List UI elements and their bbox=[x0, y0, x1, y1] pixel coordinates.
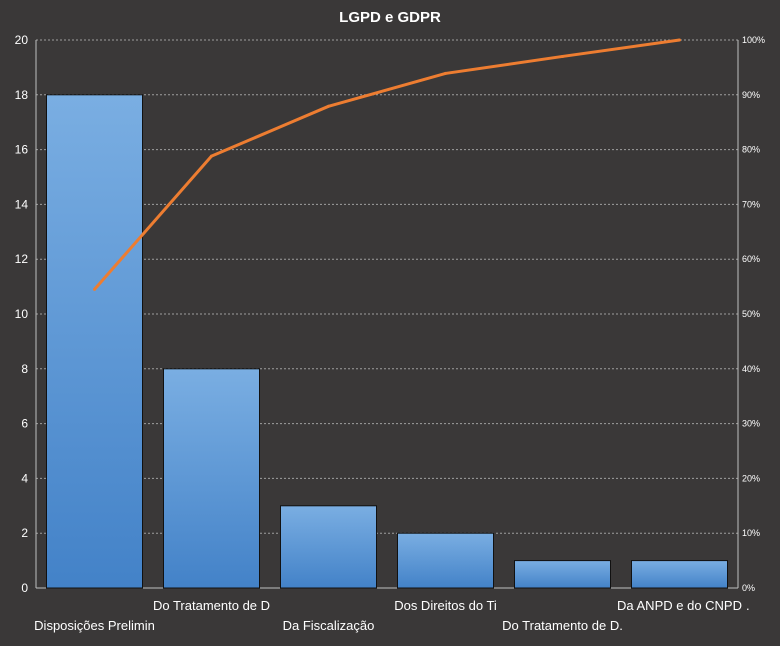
bar bbox=[514, 560, 611, 589]
y-tick-label: 10 bbox=[15, 307, 29, 321]
cumulative-point bbox=[678, 38, 681, 42]
y2-tick-label: 80% bbox=[742, 145, 760, 155]
y2-tick-label: 70% bbox=[742, 199, 760, 209]
y2-tick-label: 50% bbox=[742, 309, 760, 319]
y2-tick-label: 60% bbox=[742, 254, 760, 264]
y-tick-label: 8 bbox=[21, 362, 28, 376]
cumulative-point bbox=[210, 154, 213, 158]
x-tick-label: Do Tratamento de D. bbox=[502, 618, 623, 633]
y-tick-label: 4 bbox=[21, 471, 28, 485]
y-tick-label: 18 bbox=[15, 88, 29, 102]
x-tick-label: Disposições Prelimin bbox=[34, 618, 155, 633]
cumulative-line bbox=[93, 38, 680, 291]
y2-tick-label: 20% bbox=[742, 473, 760, 483]
x-tick-label: Dos Direitos do Ti bbox=[394, 598, 497, 613]
gridlines bbox=[36, 39, 738, 534]
y2-tick-label: 10% bbox=[742, 528, 760, 538]
chart-title: LGPD e GDPR bbox=[339, 9, 441, 26]
axes bbox=[35, 40, 739, 589]
x-tick-label: Da Fiscalização bbox=[283, 618, 375, 633]
x-tick-label: Da ANPD e do CNPD bbox=[617, 598, 742, 613]
y-tick-label: 12 bbox=[15, 252, 29, 266]
cumulative-point bbox=[327, 104, 330, 108]
cumulative-line-series bbox=[93, 38, 681, 291]
y-tick-label: 6 bbox=[21, 417, 28, 431]
x-tick-label: Do Tratamento de D bbox=[153, 598, 270, 613]
bar bbox=[46, 94, 143, 589]
y-tick-label: 0 bbox=[21, 581, 28, 595]
cumulative-point bbox=[93, 287, 96, 291]
x-trailing-mark: . bbox=[746, 598, 750, 613]
y-tick-label: 2 bbox=[21, 526, 28, 540]
y2-tick-label: 30% bbox=[742, 419, 760, 429]
tick-labels: 0 2 4 6 8 10 12 14 16 18 20 0% 10% 20% 30% 40% 50% 60% 70%… bbox=[15, 33, 765, 633]
y-tick-label: 16 bbox=[15, 143, 29, 157]
y-tick-label: 14 bbox=[15, 197, 29, 211]
cumulative-point bbox=[561, 54, 564, 58]
bar bbox=[397, 532, 494, 589]
cumulative-point bbox=[444, 71, 447, 75]
y-tick-label: 20 bbox=[15, 33, 29, 47]
y2-tick-label: 40% bbox=[742, 364, 760, 374]
bar bbox=[631, 560, 728, 589]
y2-tick-label: 100% bbox=[742, 35, 765, 45]
bar bbox=[280, 505, 377, 589]
y2-tick-label: 90% bbox=[742, 90, 760, 100]
bar-series bbox=[46, 94, 728, 589]
y2-tick-label: 0% bbox=[742, 583, 755, 593]
bar bbox=[163, 368, 260, 589]
